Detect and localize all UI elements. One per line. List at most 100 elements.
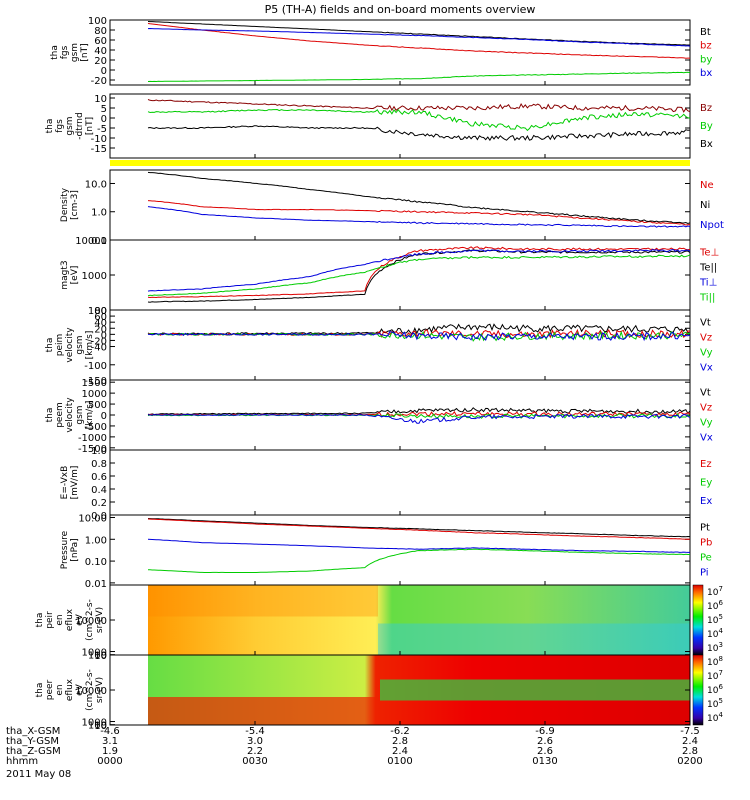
legend-entry: Pt	[700, 523, 710, 534]
colorbar-tick-label: 106	[707, 599, 723, 612]
y-axis-label: eV	[75, 683, 85, 696]
colorbar-tick-label: 105	[707, 613, 723, 626]
y-axis-label: tha	[50, 45, 60, 60]
y-tick-label: 0.0	[91, 511, 107, 522]
panel-temperature: 100 1000 10000 magt3 [eV] Te⊥ Te|| Ti⊥ Ti||	[60, 236, 719, 317]
y-axis-label: peem	[55, 402, 65, 428]
x-axis-value: 2.4	[392, 746, 408, 757]
y-axis-label: fgs	[60, 45, 70, 59]
x-axis-value: 3.1	[102, 736, 118, 747]
series-line-Vt	[147, 407, 691, 416]
figure-title: P5 (TH-A) fields and on-board moments ov…	[265, 3, 536, 16]
y-axis-label: (cm^2-s-	[85, 669, 95, 711]
y-axis-label: E=-VxB	[60, 466, 70, 500]
y-tick-label: 10000	[75, 686, 107, 697]
series-line-Te⊥	[147, 246, 691, 299]
colorbar-tick-label: 104	[707, 711, 723, 724]
legend-entry: Vt	[700, 388, 711, 399]
legend-entry: Ti⊥	[699, 278, 717, 289]
legend-entry: Ez	[700, 459, 712, 470]
y-axis-label: fgs	[55, 119, 65, 133]
colorbar-tick-label: 104	[707, 627, 723, 640]
legend-entry: Pb	[700, 538, 712, 549]
legend-entry: Npot	[700, 220, 724, 231]
y-tick-label: 5	[101, 104, 107, 115]
y-tick-label: 10000	[75, 616, 107, 627]
x-axis-value: 2.6	[537, 736, 553, 747]
y-axis-label: tha	[35, 613, 45, 628]
y-tick-label: 1000	[82, 718, 107, 729]
legend-entry: Vt	[700, 318, 711, 329]
legend-entry: Ne	[700, 180, 714, 191]
series-line-bx	[147, 27, 691, 47]
panel-frame	[109, 93, 691, 159]
y-axis-label: [km/s]	[85, 331, 95, 360]
colorbar-tick-label: 107	[707, 669, 723, 682]
y-tick-label: 20	[94, 324, 107, 335]
x-axis-value: 0000	[97, 756, 122, 767]
y-axis-label: gsm	[75, 335, 85, 354]
y-tick-label: 0.10	[85, 557, 107, 568]
y-tick-label: 1500	[82, 378, 107, 389]
legend-entry: Bz	[700, 103, 712, 114]
y-tick-label: 1000	[82, 389, 107, 400]
y-axis-label: velocity	[65, 327, 75, 363]
series-line-Bx	[147, 125, 691, 142]
series-line-Ne	[147, 200, 691, 226]
y-axis-label: en	[55, 684, 65, 695]
legend-entry: Pi	[700, 568, 709, 579]
x-axis-labels: tha_X-GSM -4.6 -5.4 -6.2 -6.9 -7.5 tha_Y-GSM 3.…	[6, 726, 703, 767]
y-tick-label: 0.01	[85, 579, 107, 590]
y-axis-label: magt3	[60, 260, 70, 289]
series-line-Vx	[147, 331, 691, 342]
y-tick-label: 1000	[82, 648, 107, 659]
legend-entry: Te⊥	[699, 248, 719, 259]
spectrogram-image	[148, 585, 690, 655]
y-tick-label: 100	[88, 651, 107, 662]
y-tick-label: 500	[88, 400, 107, 411]
x-axis-row-label: tha_Z-GSM	[6, 746, 61, 757]
y-axis-label: [mV/m]	[70, 466, 80, 500]
y-axis-label: gsm	[65, 116, 75, 135]
y-tick-label: 0.1	[91, 236, 107, 247]
y-axis-label: sr-eV)	[95, 677, 105, 703]
y-axis-label: [nT]	[80, 43, 90, 61]
y-tick-label: 0	[101, 66, 107, 77]
series-line-Te||	[147, 249, 691, 303]
x-axis-value: 0100	[387, 756, 412, 767]
y-axis-label: [cm-3]	[70, 190, 80, 220]
legend-entry: Ni	[700, 200, 710, 211]
y-tick-label: 100	[88, 721, 107, 732]
y-tick-label: 40	[94, 46, 107, 57]
y-axis-label: Density	[60, 187, 70, 222]
series-line-Bt	[147, 21, 690, 46]
legend-entry: Vz	[700, 403, 712, 414]
x-axis-row-label: tha_Y-GSM	[6, 736, 59, 747]
y-tick-label: 60	[94, 312, 107, 323]
y-tick-label: -1500	[78, 444, 107, 455]
series-line-Npot	[147, 206, 691, 228]
y-tick-label: 60	[94, 36, 107, 47]
colorbar-tick-label: 105	[707, 697, 723, 710]
y-tick-label: -100	[84, 361, 107, 372]
x-axis-value: 0030	[242, 756, 267, 767]
colorbar-tick-label: 108	[707, 655, 723, 668]
y-axis-label: peir	[45, 611, 55, 629]
y-tick-label: 40	[94, 318, 107, 329]
spectrogram-band	[380, 679, 690, 701]
y-tick-label: 0.4	[91, 485, 107, 496]
y-tick-label: 1.00	[85, 535, 107, 546]
x-axis-value: 0200	[677, 756, 702, 767]
x-axis-value: 2.8	[392, 736, 408, 747]
series-line-Pi	[147, 538, 690, 553]
legend-entry: by	[700, 54, 712, 65]
spectrogram-band	[378, 623, 690, 655]
panel-density: 0.1 1.0 10.0 Density [cm-3] Ne Ni Npot	[60, 169, 724, 247]
series-line-Ni	[147, 171, 691, 225]
x-axis-value: 2.8	[682, 746, 698, 757]
series-line-bz	[147, 23, 690, 59]
y-tick-label: 10	[94, 94, 107, 105]
legend-entry: By	[700, 121, 713, 132]
